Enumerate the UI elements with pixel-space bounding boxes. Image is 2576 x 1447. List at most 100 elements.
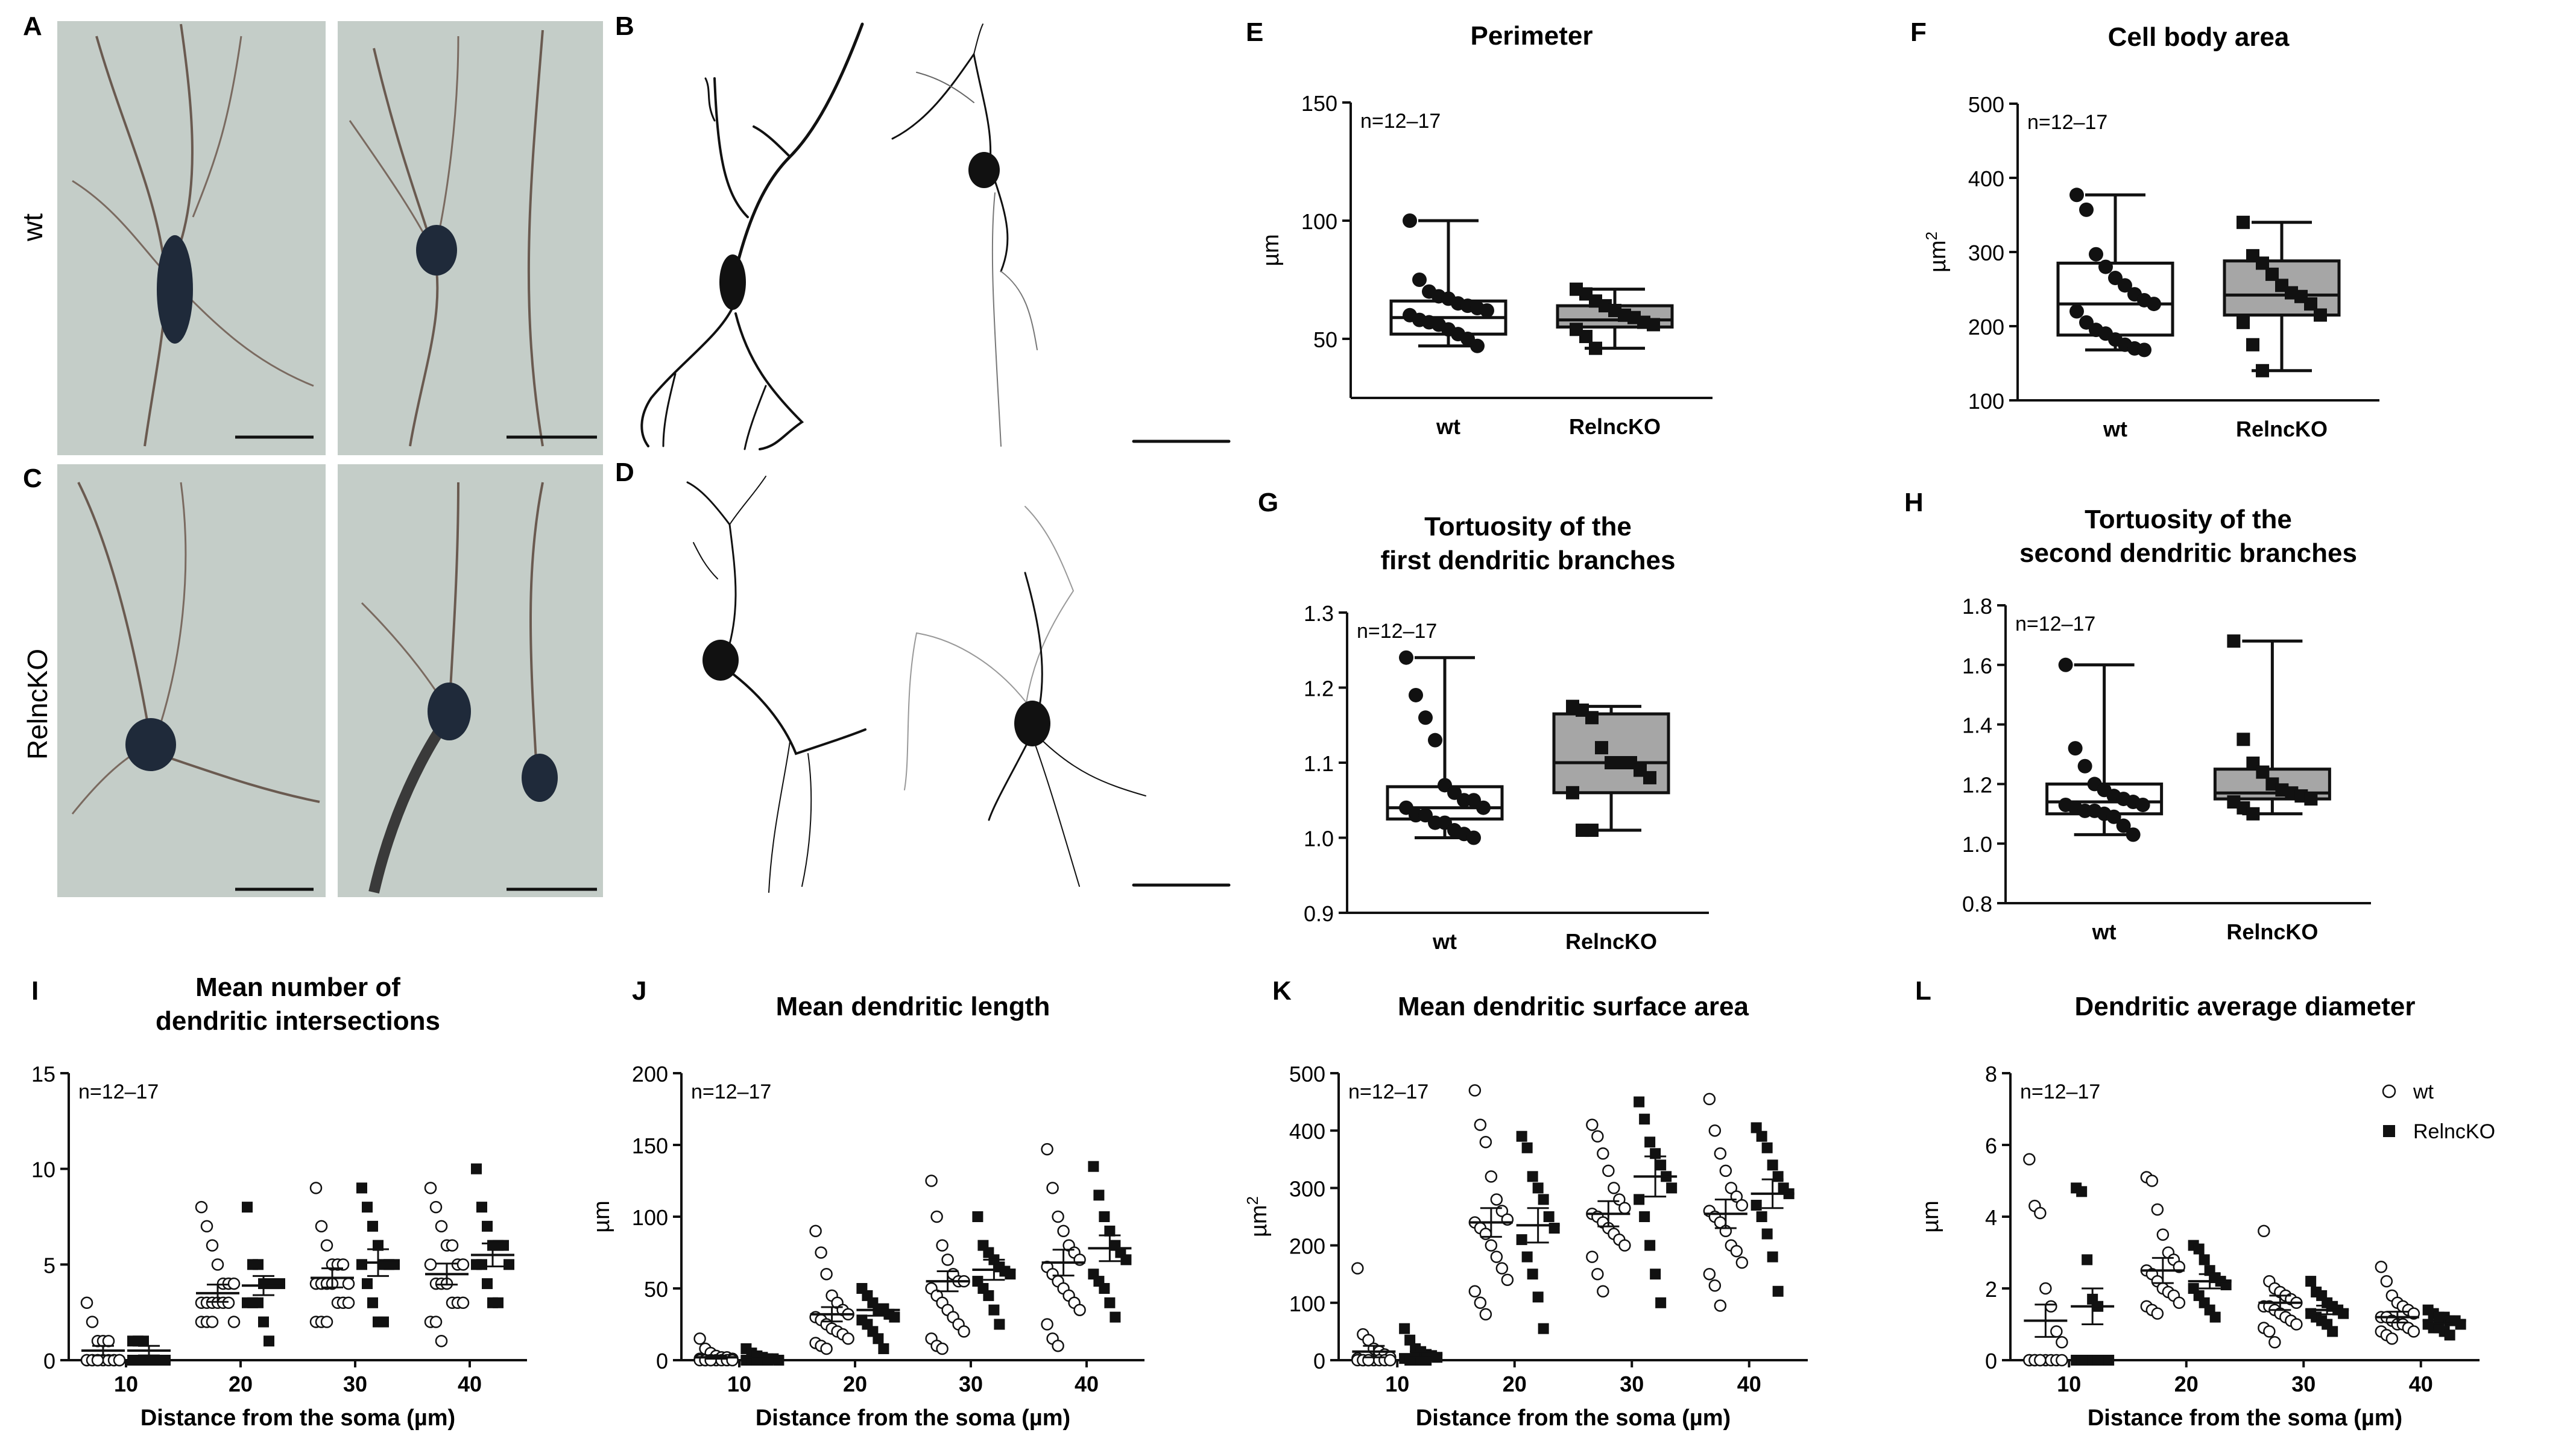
panel-letter-c: C <box>23 464 42 493</box>
data-point <box>925 1174 938 1187</box>
data-point <box>2304 792 2318 806</box>
x-axis-label: Distance from the soma (µm) <box>756 1405 1070 1431</box>
data-point <box>2023 1153 2036 1166</box>
y-tick-label: 0 <box>43 1349 55 1373</box>
data-point <box>367 1297 378 1308</box>
n-label: n=12–17 <box>78 1080 159 1103</box>
data-point <box>1618 1202 1631 1214</box>
data-point <box>2256 364 2269 377</box>
data-point <box>2045 1300 2057 1313</box>
data-point <box>972 1211 983 1222</box>
chart-tortuosity-second: Tortuosity of the second dendritic branch… <box>1962 505 2371 944</box>
data-point <box>1750 1199 1762 1211</box>
data-point <box>2068 741 2083 756</box>
data-point <box>2156 1228 2170 1241</box>
x-tick-label: wt <box>2092 919 2117 944</box>
y-tick-label: 1.8 <box>1962 594 1992 619</box>
x-tick-label: RelncKO <box>2236 417 2328 441</box>
data-point <box>2385 1332 2399 1345</box>
data-point <box>456 1296 470 1310</box>
data-point <box>936 1342 949 1355</box>
data-point <box>1527 1171 1538 1182</box>
data-point <box>1647 318 1660 332</box>
data-point <box>2106 809 2121 824</box>
data-point <box>1073 1304 1086 1316</box>
legend-marker-wt <box>2382 1084 2396 1099</box>
data-point <box>1756 1130 1767 1142</box>
data-point <box>1566 786 1579 799</box>
y-tick-label: 200 <box>1289 1234 1325 1259</box>
x-tick-label: 40 <box>1737 1372 1761 1396</box>
data-point <box>1735 1256 1749 1269</box>
y-tick-label: 4 <box>1985 1205 1997 1230</box>
y-tick-label: 400 <box>1968 166 2004 191</box>
data-point <box>2082 1254 2093 1266</box>
x-tick-label: wt <box>1436 414 1460 439</box>
tracing-d <box>686 476 1231 893</box>
data-point <box>994 1319 1005 1330</box>
data-point <box>2034 1206 2047 1220</box>
data-point <box>1608 1182 1620 1194</box>
panel-letter-i: I <box>31 976 39 1006</box>
data-point <box>2076 1186 2088 1197</box>
data-point <box>206 1239 219 1252</box>
data-point <box>482 1220 493 1232</box>
data-point <box>389 1259 400 1270</box>
y-tick-label: 8 <box>1985 1062 1997 1086</box>
panel-letter-l: L <box>1915 976 1931 1006</box>
data-point <box>1591 1130 1604 1143</box>
data-point <box>498 1240 509 1251</box>
data-point <box>435 1220 448 1233</box>
micrograph-a-right <box>338 21 603 455</box>
chart-title-line2: first dendritic branches <box>1380 546 1675 575</box>
y-tick-label: 200 <box>1968 315 2004 339</box>
data-point <box>2135 797 2150 812</box>
data-point <box>1639 1211 1650 1222</box>
chart-title-line2: dendritic intersections <box>156 1006 440 1036</box>
panel-letter-d: D <box>615 458 634 487</box>
data-point <box>1418 710 1433 725</box>
n-label: n=12–17 <box>1360 110 1441 133</box>
chart-title: Mean dendritic length <box>776 992 1050 1021</box>
data-point <box>2098 259 2113 274</box>
data-point <box>1585 824 1599 837</box>
chart-tortuosity-first: Tortuosity of the first dendritic branche… <box>1304 512 1709 954</box>
data-point <box>86 1316 99 1328</box>
y-tick-label: 1.6 <box>1962 654 1992 678</box>
data-point <box>1479 1228 1492 1240</box>
data-point <box>1585 711 1599 725</box>
data-point <box>1468 1285 1482 1298</box>
n-label: n=12–17 <box>2027 111 2107 134</box>
x-tick-label: 20 <box>2174 1372 2199 1396</box>
data-point <box>2193 1243 2205 1255</box>
data-point <box>1110 1311 1121 1323</box>
data-point <box>1093 1190 1105 1201</box>
data-point <box>195 1200 208 1214</box>
y-tick-label: 300 <box>1289 1176 1325 1201</box>
x-tick-label: 30 <box>1620 1372 1644 1396</box>
data-point <box>1708 1124 1722 1137</box>
y-tick-label: 200 <box>632 1062 668 1086</box>
data-point <box>2327 1326 2338 1337</box>
panel-letter-h: H <box>1904 488 1924 517</box>
y-tick-label: 400 <box>1289 1119 1325 1144</box>
data-point <box>2103 1355 2115 1366</box>
chart-dendritic-length: Mean dendritic length 0 50 100 150 200 µm n=12–… <box>589 992 1144 1431</box>
data-point <box>1120 1254 1132 1266</box>
data-point <box>222 1296 235 1310</box>
data-point <box>873 1333 884 1345</box>
data-point <box>1421 1355 1432 1366</box>
n-label: n=12–17 <box>2015 613 2095 635</box>
data-point <box>2199 1254 2210 1266</box>
data-point <box>1404 1334 1416 1346</box>
y-axis-label: µm <box>589 1200 614 1233</box>
data-point <box>842 1332 854 1345</box>
data-point <box>2034 1354 2047 1367</box>
y-tick-label: 0 <box>1313 1349 1325 1373</box>
data-point <box>1761 1142 1773 1153</box>
data-point <box>2147 297 2161 312</box>
data-point <box>227 1316 241 1328</box>
y-tick-label: 500 <box>1968 92 2004 117</box>
data-point <box>274 1278 285 1290</box>
